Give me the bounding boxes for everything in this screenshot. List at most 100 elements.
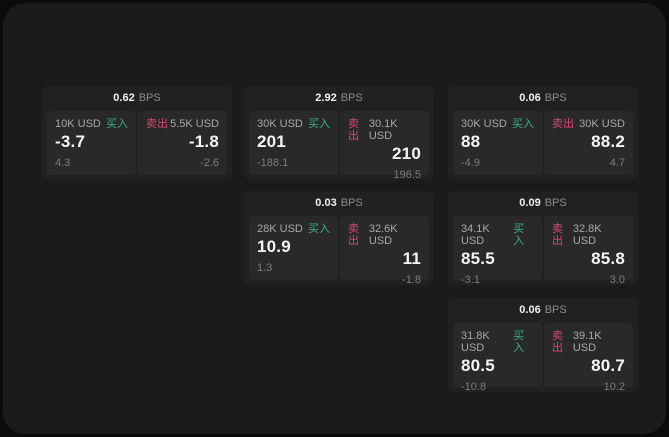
sell-side-label: 卖出 <box>146 118 168 130</box>
buy-panel-top: 30K USD 买入 <box>257 118 330 130</box>
buy-side-label: 买入 <box>513 330 525 355</box>
sell-side-label: 卖出 <box>552 118 574 130</box>
buy-amount: 31.8K USD <box>461 330 490 355</box>
bps-unit-label: BPS <box>340 92 363 104</box>
buy-amount: 34.1K USD <box>461 223 490 248</box>
card-header: 0.62 BPS <box>42 86 232 111</box>
buy-sub-value: -188.1 <box>257 156 289 169</box>
sell-quote-panel[interactable]: 卖出 30.1K USD 210 196.5 <box>340 111 429 181</box>
sell-price: 210 <box>392 144 421 164</box>
bps-unit-label: BPS <box>138 92 161 104</box>
sell-sub-value: 196.5 <box>393 168 421 181</box>
sell-sub-value: 3.0 <box>609 273 625 286</box>
sell-side-label: 卖出 <box>552 330 563 355</box>
sell-amount: 30K USD <box>579 118 625 130</box>
quote-card: 0.62 BPS 10K USD 买入 -3.7 4.3 卖出 5.5K USD… <box>42 86 232 180</box>
buy-quote-panel[interactable]: 34.1K USD 买入 85.5 -3.1 <box>453 216 542 286</box>
buy-sub-value: -10.8 <box>461 380 487 393</box>
quote-panels: 10K USD 买入 -3.7 4.3 卖出 5.5K USD -1.8 -2.… <box>42 111 232 175</box>
sell-side-label: 卖出 <box>348 223 359 248</box>
buy-panel-top: 28K USD 买入 <box>257 223 330 235</box>
buy-price: 10.9 <box>257 237 291 257</box>
sell-price: 11 <box>402 249 421 269</box>
bps-value: 0.06 <box>519 304 541 316</box>
buy-amount: 30K USD <box>257 118 303 130</box>
quote-card: 0.09 BPS 34.1K USD 买入 85.5 -3.1 卖出 32.8K… <box>448 191 638 286</box>
buy-panel-top: 34.1K USD 买入 <box>461 223 534 247</box>
buy-panel-top: 30K USD 买入 <box>461 118 534 130</box>
sell-amount: 32.6K USD <box>368 223 398 248</box>
sell-panel-top: 卖出 30.1K USD <box>348 118 421 142</box>
buy-side-label: 买入 <box>308 223 330 235</box>
buy-sub-value: 1.3 <box>257 261 273 274</box>
sell-quote-panel[interactable]: 卖出 5.5K USD -1.8 -2.6 <box>138 111 227 175</box>
buy-sub-value: -4.9 <box>461 156 480 169</box>
buy-quote-panel[interactable]: 31.8K USD 买入 80.5 -10.8 <box>453 323 542 393</box>
sell-panel-top: 卖出 32.6K USD <box>348 223 421 247</box>
buy-price: 88 <box>461 132 481 152</box>
buy-price: -3.7 <box>55 132 86 152</box>
sell-quote-panel[interactable]: 卖出 32.6K USD 11 -1.8 <box>340 216 429 286</box>
sell-side-label: 卖出 <box>348 118 359 143</box>
sell-amount: 39.1K USD <box>572 330 602 355</box>
bps-value: 0.09 <box>519 197 541 209</box>
quote-card: 0.06 BPS 30K USD 买入 88 -4.9 卖出 30K USD 8… <box>448 86 638 180</box>
sell-amount: 32.8K USD <box>572 223 602 248</box>
buy-price: 85.5 <box>461 249 495 269</box>
quote-panels: 31.8K USD 买入 80.5 -10.8 卖出 39.1K USD 80.… <box>448 323 638 393</box>
sell-panel-top: 卖出 5.5K USD <box>146 118 219 130</box>
buy-side-label: 买入 <box>308 118 330 130</box>
buy-quote-panel[interactable]: 28K USD 买入 10.9 1.3 <box>249 216 338 280</box>
buy-quote-panel[interactable]: 30K USD 买入 201 -188.1 <box>249 111 338 175</box>
bps-value: 0.03 <box>315 197 337 209</box>
sell-price: 80.7 <box>591 356 625 376</box>
buy-quote-panel[interactable]: 10K USD 买入 -3.7 4.3 <box>47 111 136 175</box>
bps-unit-label: BPS <box>340 197 363 209</box>
bps-unit-label: BPS <box>544 304 567 316</box>
sell-price: 85.8 <box>591 249 625 269</box>
sell-panel-top: 卖出 30K USD <box>552 118 625 130</box>
sell-amount: 5.5K USD <box>170 118 219 130</box>
bps-value: 0.06 <box>519 92 541 104</box>
quote-panels: 30K USD 买入 88 -4.9 卖出 30K USD 88.2 4.7 <box>448 111 638 175</box>
buy-side-label: 买入 <box>512 118 534 130</box>
card-header: 0.06 BPS <box>448 298 638 323</box>
buy-amount: 28K USD <box>257 223 303 235</box>
card-header: 2.92 BPS <box>244 86 434 111</box>
buy-amount: 30K USD <box>461 118 507 130</box>
buy-price: 80.5 <box>461 356 495 376</box>
sell-amount: 30.1K USD <box>368 118 398 143</box>
quote-cards-layer: 0.62 BPS 10K USD 买入 -3.7 4.3 卖出 5.5K USD… <box>3 3 666 434</box>
buy-quote-panel[interactable]: 30K USD 买入 88 -4.9 <box>453 111 542 175</box>
sell-quote-panel[interactable]: 卖出 39.1K USD 80.7 10.2 <box>544 323 633 393</box>
sell-quote-panel[interactable]: 卖出 30K USD 88.2 4.7 <box>544 111 633 175</box>
quote-panels: 34.1K USD 买入 85.5 -3.1 卖出 32.8K USD 85.8… <box>448 216 638 286</box>
sell-quote-panel[interactable]: 卖出 32.8K USD 85.8 3.0 <box>544 216 633 286</box>
sell-price: -1.8 <box>188 132 219 152</box>
buy-panel-top: 31.8K USD 买入 <box>461 330 534 354</box>
quote-card: 0.03 BPS 28K USD 买入 10.9 1.3 卖出 32.6K US… <box>244 191 434 286</box>
card-header: 0.06 BPS <box>448 86 638 111</box>
card-header: 0.09 BPS <box>448 191 638 216</box>
sell-sub-value: 4.7 <box>609 156 625 169</box>
quote-panels: 28K USD 买入 10.9 1.3 卖出 32.6K USD 11 -1.8 <box>244 216 434 286</box>
sell-side-label: 卖出 <box>552 223 563 248</box>
buy-panel-top: 10K USD 买入 <box>55 118 128 130</box>
quote-panels: 30K USD 买入 201 -188.1 卖出 30.1K USD 210 1… <box>244 111 434 181</box>
card-header: 0.03 BPS <box>244 191 434 216</box>
sell-panel-top: 卖出 32.8K USD <box>552 223 625 247</box>
sell-sub-value: -1.8 <box>402 273 421 286</box>
bps-unit-label: BPS <box>544 92 567 104</box>
quote-card: 0.06 BPS 31.8K USD 买入 80.5 -10.8 卖出 39.1… <box>448 298 638 393</box>
buy-side-label: 买入 <box>106 118 128 130</box>
buy-sub-value: -3.1 <box>461 273 480 286</box>
trading-window: 0.62 BPS 10K USD 买入 -3.7 4.3 卖出 5.5K USD… <box>3 3 666 434</box>
sell-sub-value: 10.2 <box>603 380 625 393</box>
quote-card: 2.92 BPS 30K USD 买入 201 -188.1 卖出 30.1K … <box>244 86 434 181</box>
bps-unit-label: BPS <box>544 197 567 209</box>
bps-value: 2.92 <box>315 92 337 104</box>
sell-panel-top: 卖出 39.1K USD <box>552 330 625 354</box>
buy-sub-value: 4.3 <box>55 156 71 169</box>
sell-price: 88.2 <box>591 132 625 152</box>
buy-amount: 10K USD <box>55 118 101 130</box>
